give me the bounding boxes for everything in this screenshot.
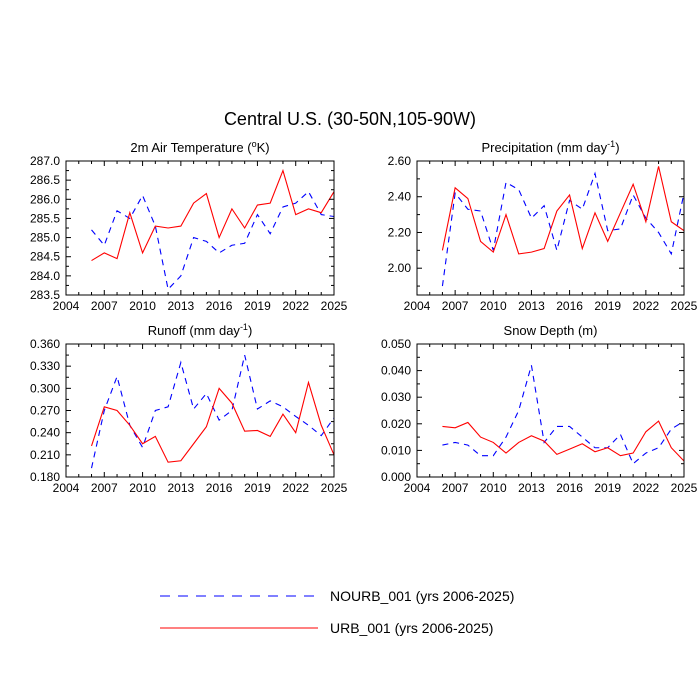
y-tick-label: 0.210 [30,448,60,462]
panel-title: Runoff (mm day-1) [148,322,253,338]
x-tick-label: 2013 [518,299,545,313]
x-tick-label: 2025 [321,481,348,495]
y-tick-label: 0.300 [30,381,60,395]
y-tick-label: 286.0 [30,192,60,206]
y-tick-label: 0.270 [30,404,60,418]
y-tick-label: 0.330 [30,359,60,373]
figure-title: Central U.S. (30-50N,105-90W) [224,109,476,129]
y-tick-label: 285.5 [30,211,60,225]
y-tick-label: 0.240 [30,426,60,440]
x-tick-label: 2013 [168,481,195,495]
plot-frame [416,160,685,296]
x-tick-label: 2007 [442,481,469,495]
x-tick-label: 2025 [671,481,698,495]
panel-title: Snow Depth (m) [504,323,598,338]
x-tick-label: 2010 [129,299,156,313]
series-line-nourb [441,171,684,287]
x-tick-label: 2010 [129,481,156,495]
x-tick-label: 2004 [53,481,80,495]
legend-label-urb: URB_001 (yrs 2006-2025) [330,620,493,636]
x-tick-label: 2022 [282,481,309,495]
x-tick-label: 2025 [321,299,348,313]
chart-panel-3: Runoff (mm day-1) 2004 2007 2010 2013 2016 201… [30,322,348,495]
x-tick-label: 2010 [480,481,507,495]
series-line-urb [90,380,334,463]
series-line-urb [441,166,684,255]
chart-panel-1: 2m Air Temperature (oK) 2004 2007 2010 2013 2… [30,139,348,313]
y-tick-label: 0.010 [381,443,411,457]
x-tick-label: 2013 [168,299,195,313]
panel-title: Precipitation (mm day-1) [481,139,619,155]
plot-frame [416,343,685,478]
y-tick-label: 284.0 [30,269,60,283]
x-tick-label: 2019 [244,299,271,313]
y-tick-label: 2.60 [388,154,412,168]
x-tick-label: 2007 [91,299,118,313]
y-tick-label: 2.40 [388,190,412,204]
x-tick-label: 2013 [518,481,545,495]
x-tick-label: 2022 [633,299,660,313]
y-tick-label: 283.5 [30,288,60,302]
x-tick-label: 2016 [206,299,233,313]
y-tick-label: 0.180 [30,470,60,484]
chart-panel-4: Snow Depth (m) 2004 2007 2010 2013 2016 2019 20… [381,323,698,495]
chart-panel-2: Precipitation (mm day-1) 2004 2007 2010 2013… [388,139,698,313]
legend: NOURB_001 (yrs 2006-2025) URB_001 (yrs 2… [160,588,514,636]
legend-label-nourb: NOURB_001 (yrs 2006-2025) [330,588,514,604]
y-tick-label: 287.0 [30,154,60,168]
series-line-nourb [442,365,684,465]
x-tick-label: 2016 [206,481,233,495]
y-tick-label: 0.050 [381,337,411,351]
series-line-nourb [90,354,334,469]
x-tick-label: 2019 [594,481,621,495]
x-tick-label: 2016 [556,299,583,313]
x-tick-label: 2019 [594,299,621,313]
x-tick-label: 2007 [91,481,118,495]
x-tick-label: 2019 [244,481,271,495]
x-tick-label: 2004 [404,299,431,313]
y-tick-label: 2.00 [388,261,412,275]
x-tick-label: 2004 [404,481,431,495]
x-tick-label: 2016 [556,481,583,495]
series-line-urb [442,420,684,462]
panels: 2m Air Temperature (oK) 2004 2007 2010 2013 2… [30,139,698,495]
series-line-nourb [91,190,334,291]
x-tick-label: 2022 [633,481,660,495]
x-tick-label: 2007 [442,299,469,313]
x-tick-label: 2010 [480,299,507,313]
plot-frame [65,343,335,478]
plot-frame [65,160,335,296]
y-tick-label: 0.030 [381,390,411,404]
y-tick-label: 284.5 [30,250,60,264]
y-tick-label: 0.360 [30,337,60,351]
y-tick-label: 285.0 [30,231,60,245]
x-tick-label: 2004 [53,299,80,313]
panel-title: 2m Air Temperature (oK) [130,139,269,155]
y-tick-label: 286.5 [30,173,60,187]
y-tick-label: 0.040 [381,364,411,378]
y-tick-label: 2.20 [388,225,412,239]
y-tick-label: 0.020 [381,417,411,431]
series-line-urb [91,168,334,262]
x-tick-label: 2022 [282,299,309,313]
x-tick-label: 2025 [671,299,698,313]
y-tick-label: 0.000 [381,470,411,484]
